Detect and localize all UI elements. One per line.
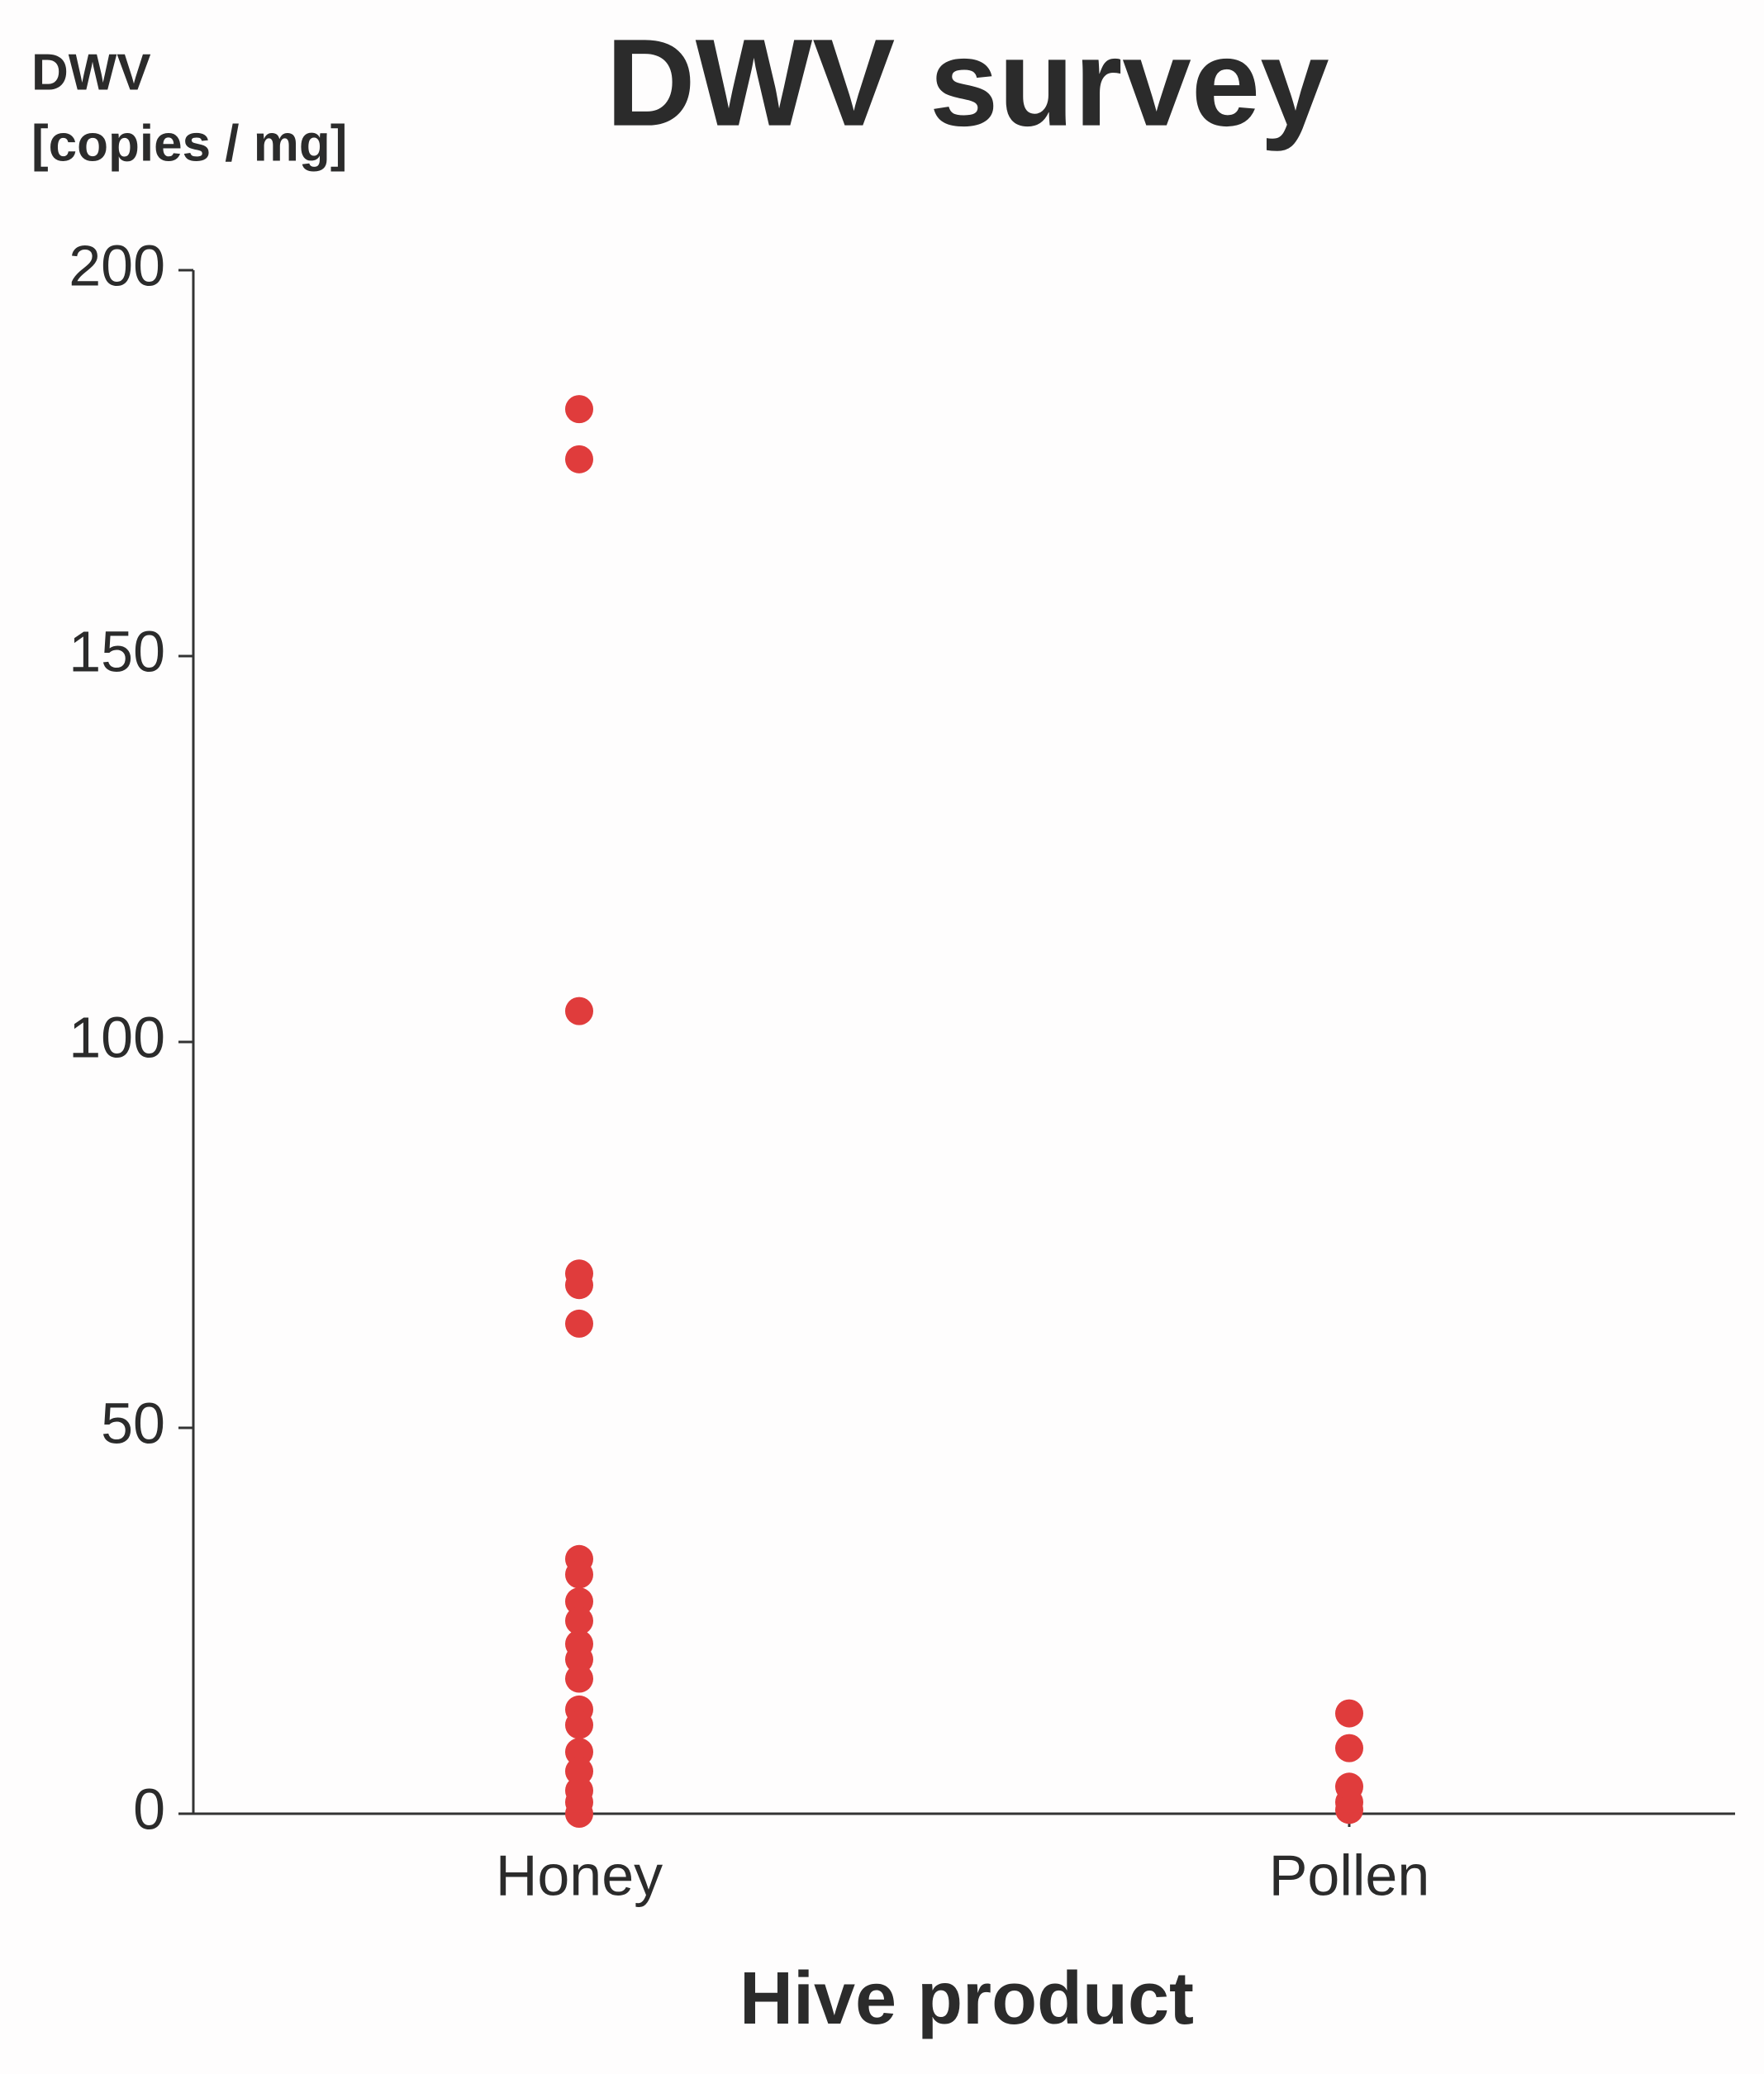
dot [565,1560,593,1589]
dot [565,1710,593,1739]
dot [1335,1796,1363,1824]
dot [1335,1734,1363,1762]
y-tick-label: 200 [69,233,165,297]
dot [1335,1699,1363,1728]
y-tick-label: 0 [133,1777,165,1841]
dot [565,1738,593,1767]
dot [565,997,593,1025]
x-axis-label: Hive product [739,1957,1194,2040]
y-axis-label: DWV [31,44,151,101]
y-tick-label: 50 [101,1391,165,1455]
dot [565,445,593,473]
dot [565,1645,593,1674]
dot [565,1757,593,1786]
dot [565,395,593,424]
y-tick-label: 150 [69,619,165,683]
dot [565,1271,593,1300]
y-tick-label: 100 [69,1005,165,1069]
y-axis-label: [copies / mg] [31,115,347,172]
dot [565,1587,593,1616]
dot [565,1800,593,1828]
x-tick-label: Pollen [1269,1843,1430,1907]
dot [565,1606,593,1635]
dot [565,1664,593,1693]
dot [565,1309,593,1338]
chart-title: DWV survey [606,13,1329,152]
x-tick-label: Honey [496,1843,663,1907]
